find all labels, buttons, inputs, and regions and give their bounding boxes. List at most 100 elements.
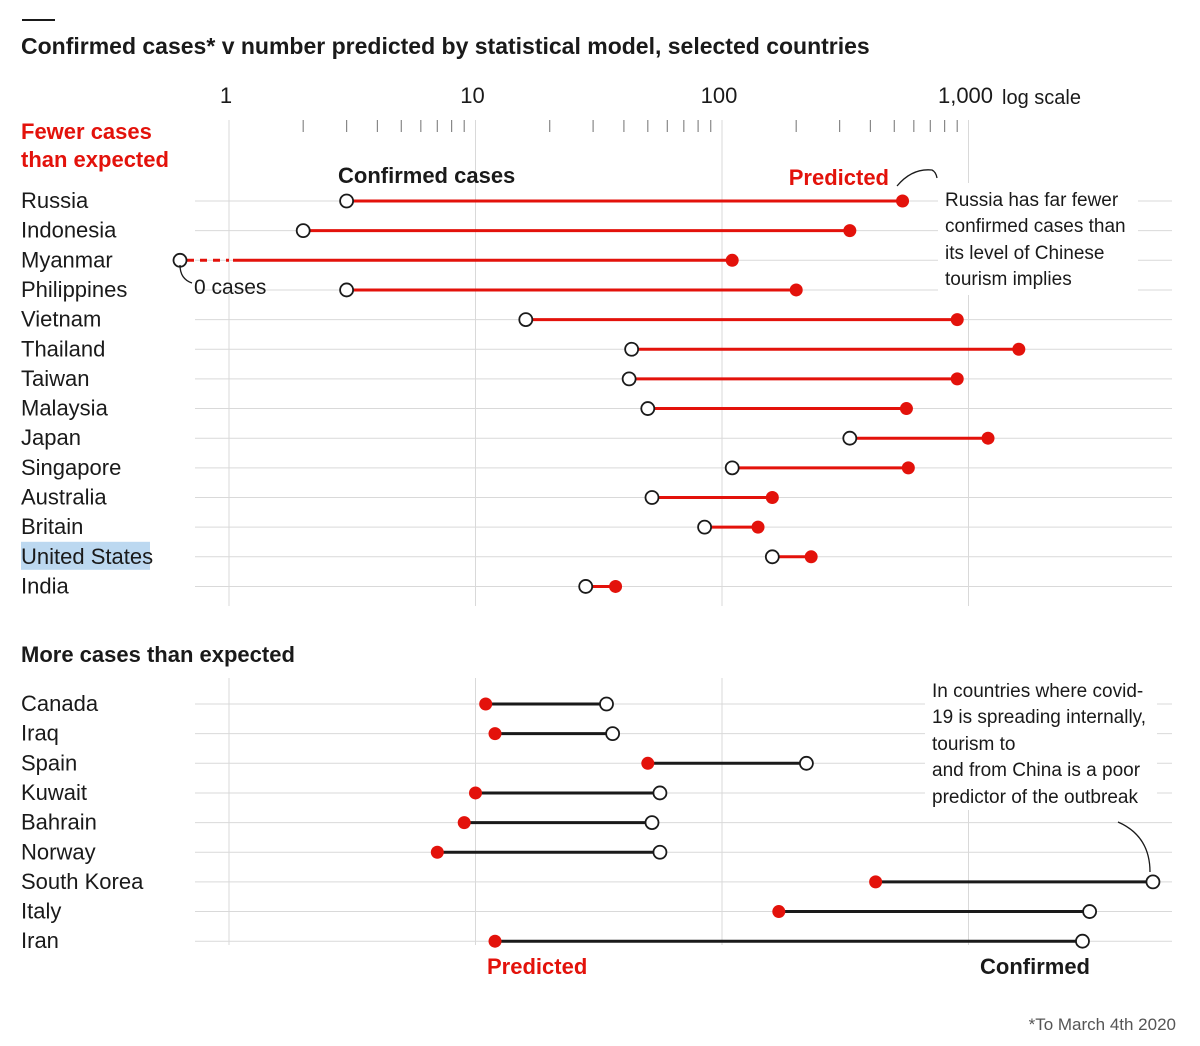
predicted-dot-canada — [479, 697, 493, 711]
legend-bottom-predicted-label: Predicted — [487, 954, 587, 979]
spread-callout-line — [1117, 821, 1151, 873]
country-label-thailand: Thailand — [21, 336, 105, 361]
confirmed-dot-south-korea — [1145, 874, 1161, 890]
country-label-malaysia: Malaysia — [21, 396, 109, 421]
confirmed-dot-canada — [599, 696, 614, 712]
country-label-iran: Iran — [21, 928, 59, 953]
annotation-russia-line4: tourism implies — [945, 269, 1072, 290]
country-label-spain: Spain — [21, 750, 77, 775]
country-label-iraq: Iraq — [21, 721, 59, 746]
confirmed-dot-malaysia — [640, 401, 656, 416]
section-label-more: More cases than expected — [21, 642, 295, 667]
confirmed-dot-philippines — [339, 282, 355, 298]
country-label-canada: Canada — [21, 691, 99, 716]
confirmed-dot-norway — [652, 844, 668, 860]
annotation-spread-line2: 19 is spreading internally, — [932, 707, 1146, 728]
confirmed-dot-spain — [799, 755, 814, 771]
predicted-dot-kuwait — [469, 786, 482, 800]
confirmed-dot-bahrain — [644, 815, 660, 830]
annotation-spread-line4: and from China is a poor — [932, 760, 1141, 781]
predicted-dot-britain — [751, 520, 765, 534]
country-label-kuwait: Kuwait — [21, 780, 87, 805]
annotation-spread-line5: predictor of the outbreak — [932, 787, 1138, 808]
predicted-dot-united-states — [804, 550, 818, 564]
country-label-singapore: Singapore — [21, 455, 121, 480]
x-tick-label-1: 1 — [220, 83, 232, 108]
predicted-dot-malaysia — [899, 402, 913, 416]
predicted-dot-japan — [981, 431, 995, 445]
predicted-dot-taiwan — [950, 372, 964, 386]
country-labels: Russia Indonesia Myanmar Philippines Vietnam… — [21, 188, 153, 953]
confirmed-dot-united-states — [764, 549, 780, 565]
country-label-indonesia: Indonesia — [21, 218, 117, 243]
country-label-russia: Russia — [21, 188, 89, 213]
country-label-united-states: United States — [21, 544, 153, 569]
country-label-japan: Japan — [21, 425, 81, 450]
x-tick-label-1000: 1,000 — [938, 83, 993, 108]
country-label-taiwan: Taiwan — [21, 366, 89, 391]
legend-bottom-confirmed-label: Confirmed — [980, 954, 1090, 979]
legend-predicted-label: Predicted — [789, 165, 889, 190]
predicted-dot-singapore — [901, 461, 915, 475]
predicted-dot-italy — [772, 905, 786, 919]
chart-title: Confirmed cases* v number predicted by s… — [21, 33, 870, 59]
zero-cases-label: 0 cases — [194, 276, 266, 299]
predicted-dot-thailand — [1012, 342, 1026, 356]
highlight-united-states — [21, 541, 150, 570]
predicted-dot-vietnam — [950, 313, 964, 327]
predicted-dot-russia — [896, 194, 910, 208]
annotation-spread-line1: In countries where covid- — [932, 681, 1143, 702]
confirmed-dot-kuwait — [652, 785, 668, 801]
annotation-russia: Russia has far fewer confirmed cases tha… — [938, 183, 1138, 295]
annotation-russia-line3: its level of Chinese — [945, 243, 1104, 264]
x-tick-label-100: 100 — [701, 83, 738, 108]
predicted-dot-indonesia — [843, 224, 857, 238]
country-label-philippines: Philippines — [21, 277, 127, 302]
country-label-vietnam: Vietnam — [21, 307, 101, 332]
predicted-dot-australia — [765, 491, 779, 504]
predicted-dot-philippines — [789, 283, 803, 297]
predicted-dot-myanmar — [725, 253, 739, 267]
country-label-bahrain: Bahrain — [21, 810, 97, 835]
confirmed-dot-britain — [697, 519, 713, 535]
predicted-dot-india — [609, 579, 623, 593]
predicted-dot-norway — [430, 845, 444, 859]
section-label-fewer-line2: than expected — [21, 147, 169, 172]
annotation-russia-line2: confirmed cases than — [945, 216, 1126, 237]
confirmed-dot-vietnam — [518, 312, 534, 328]
predicted-dot-bahrain — [457, 816, 471, 830]
annotation-spread-line3: tourism to — [932, 734, 1015, 755]
log-scale-note: log scale — [1002, 87, 1081, 109]
confirmed-dot-taiwan — [621, 371, 637, 387]
confirmed-dot-japan — [842, 430, 858, 446]
country-label-australia: Australia — [21, 485, 107, 510]
predicted-dot-spain — [641, 756, 655, 770]
predicted-callout-line — [896, 169, 938, 187]
confirmed-dot-thailand — [624, 341, 640, 357]
dumbbells — [172, 193, 1161, 949]
confirmed-dot-iran — [1075, 933, 1090, 949]
confirmed-dot-iraq — [605, 726, 621, 742]
confirmed-dot-indonesia — [295, 223, 311, 239]
country-label-italy: Italy — [21, 899, 61, 924]
country-label-myanmar: Myanmar — [21, 247, 113, 272]
confirmed-dot-singapore — [724, 460, 740, 476]
country-label-norway: Norway — [21, 839, 96, 864]
predicted-dot-iran — [488, 934, 502, 948]
footnote: *To March 4th 2020 — [1029, 1015, 1176, 1034]
section-label-fewer-line1: Fewer cases — [21, 119, 152, 144]
x-tick-label-10: 10 — [460, 83, 484, 108]
country-label-south-korea: South Korea — [21, 869, 144, 894]
confirmed-dot-australia — [644, 490, 660, 505]
confirmed-dot-myanmar — [172, 252, 188, 268]
confirmed-dot-india — [578, 579, 594, 594]
predicted-dot-iraq — [488, 727, 502, 741]
confirmed-dot-russia — [339, 193, 355, 209]
predicted-dot-south-korea — [869, 875, 883, 889]
x-axis: 1 10 100 1,000 log scale — [220, 83, 1081, 132]
legend-confirmed-label: Confirmed cases — [338, 163, 515, 188]
zero-cases-callout-line — [179, 264, 193, 284]
annotation-russia-line1: Russia has far fewer — [945, 190, 1119, 211]
confirmed-dot-italy — [1082, 904, 1098, 919]
